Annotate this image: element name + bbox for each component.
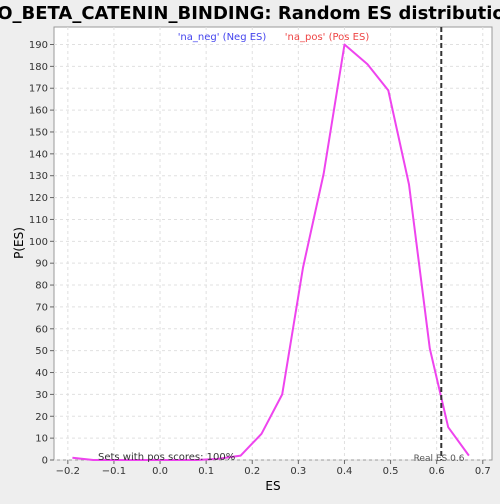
legend-pos-label: 'na_pos' (Pos ES) bbox=[285, 32, 370, 43]
y-tick-label: 70 bbox=[35, 302, 48, 313]
y-tick-label: 10 bbox=[35, 434, 48, 445]
series-line bbox=[72, 43, 470, 461]
x-axis-label: ES bbox=[265, 479, 280, 493]
y-tick-label: 40 bbox=[35, 368, 48, 379]
y-tick-label: 50 bbox=[35, 346, 48, 357]
y-tick-label: 60 bbox=[35, 324, 48, 335]
x-tick-label: 0.3 bbox=[290, 466, 306, 477]
x-tick-label: 0.7 bbox=[475, 466, 491, 477]
x-tick-label: 0.4 bbox=[337, 466, 353, 477]
y-tick-label: 190 bbox=[29, 40, 48, 51]
x-tick-label: −0.2 bbox=[56, 466, 80, 477]
y-tick-label: 20 bbox=[35, 412, 48, 423]
x-tick-label: −0.1 bbox=[102, 466, 126, 477]
x-tick-label: 0.6 bbox=[429, 466, 445, 477]
y-tick-label: 0 bbox=[42, 456, 48, 467]
legend-neg-label: 'na_neg' (Neg ES) bbox=[178, 32, 267, 43]
grid-layer bbox=[54, 27, 492, 461]
x-tick-label: 0.1 bbox=[198, 466, 214, 477]
y-tick-label: 150 bbox=[29, 127, 48, 138]
sets-pos-annotation: Sets with pos scores: 100% bbox=[98, 452, 235, 463]
y-axis-label: P(ES) bbox=[12, 227, 26, 259]
axes-layer: −0.2 −0.1 0.0 0.1 0.2 0.3 0.4 0.5 0.6 0.7 0 10 20 30 4… bbox=[29, 40, 491, 477]
y-tick-label: 130 bbox=[29, 171, 48, 182]
y-tick-label: 100 bbox=[29, 237, 48, 248]
x-tick-label: 0.5 bbox=[383, 466, 399, 477]
y-tick-label: 90 bbox=[35, 259, 48, 270]
y-tick-label: 30 bbox=[35, 390, 48, 401]
y-tick-label: 140 bbox=[29, 149, 48, 160]
series-layer bbox=[72, 43, 470, 461]
y-tick-label: 160 bbox=[29, 106, 48, 117]
y-tick-label: 180 bbox=[29, 62, 48, 73]
y-tick-label: 170 bbox=[29, 84, 48, 95]
x-tick-label: 0.2 bbox=[244, 466, 260, 477]
plot-area bbox=[53, 26, 493, 461]
y-tick-label: 120 bbox=[29, 193, 48, 204]
real-es-label: Real ES 0.6 bbox=[414, 454, 465, 464]
y-tick-label: 80 bbox=[35, 281, 48, 292]
y-tick-label: 110 bbox=[29, 215, 48, 226]
x-tick-label: 0.0 bbox=[152, 466, 168, 477]
chart-title: GO_BETA_CATENIN_BINDING: Random ES distr… bbox=[0, 3, 500, 24]
